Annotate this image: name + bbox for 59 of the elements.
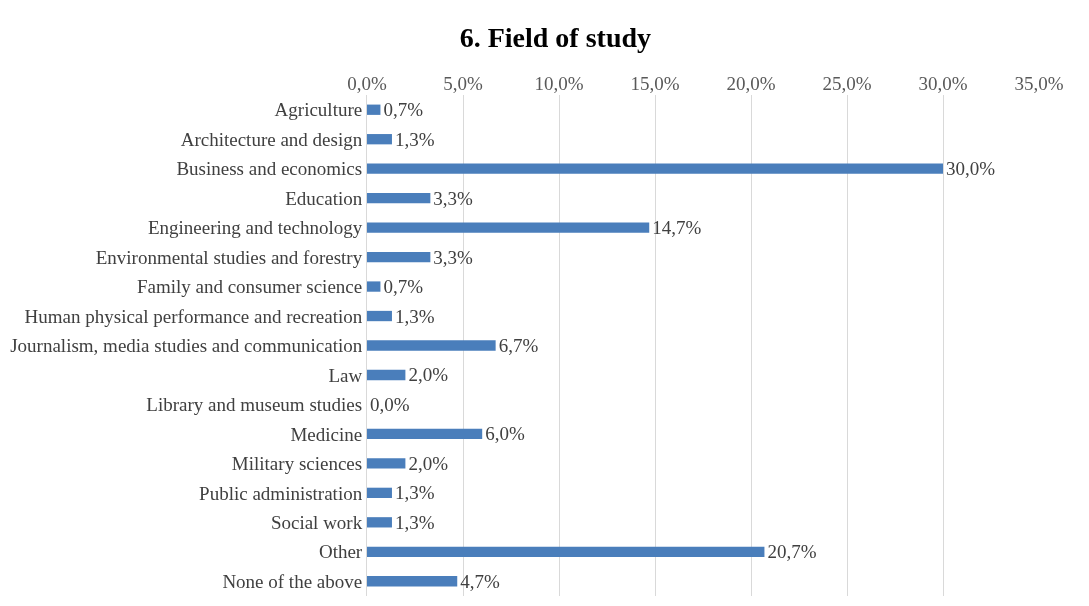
bar [367, 458, 406, 469]
data-label: 0,7% [383, 99, 424, 121]
x-tick-label: 15,0% [630, 73, 680, 95]
data-label: 1,3% [394, 511, 435, 533]
bar [367, 487, 392, 499]
y-tick-label: Family and consumer science [136, 276, 363, 298]
y-tick-label: Business and economics [176, 158, 363, 180]
bar [367, 546, 765, 557]
data-label: 2,0% [408, 364, 449, 386]
data-label: 0,0% [370, 393, 410, 415]
bar [367, 310, 392, 322]
x-tick-label: 30,0% [918, 73, 968, 95]
y-tick-label: Social work [270, 511, 363, 533]
bar [367, 192, 431, 204]
data-label: 30,0% [946, 158, 996, 180]
x-tick-label: 20,0% [726, 73, 776, 95]
x-tick-label: 5,0% [443, 73, 483, 95]
y-tick-label: Human physical performance and recreation [24, 305, 363, 327]
y-tick-label: Architecture and design [180, 128, 363, 150]
y-tick-label: Engineering and technology [147, 217, 363, 239]
y-tick-label: Agriculture [274, 99, 363, 121]
bar [367, 428, 483, 440]
y-tick-label: Education [285, 187, 363, 209]
data-label: 0,7% [383, 276, 424, 298]
x-tick-label: 0,0% [347, 73, 387, 95]
y-tick-label: Medicine [290, 423, 363, 445]
data-label: 1,3% [394, 305, 435, 327]
data-label: 2,0% [408, 452, 449, 474]
bar [367, 163, 943, 174]
bar [367, 134, 392, 145]
y-tick-label: None of the above [222, 570, 363, 592]
y-tick-label: Library and museum studies [146, 394, 363, 416]
data-label: 4,7% [460, 570, 500, 592]
data-label: 14,7% [652, 217, 702, 239]
bar [367, 340, 496, 351]
bar [367, 517, 392, 528]
data-label: 6,7% [498, 335, 539, 356]
x-tick-label: 25,0% [822, 73, 872, 95]
chart-title: 6. Field of study [459, 21, 652, 53]
x-tick-label: 10,0% [534, 73, 584, 95]
data-label: 1,3% [394, 128, 435, 150]
bar [367, 576, 458, 587]
y-tick-label: Law [328, 364, 363, 386]
y-tick-label: Journalism, media studies and communication [10, 335, 363, 357]
bar [367, 281, 381, 292]
y-tick-label: Public administration [199, 482, 363, 504]
bar [367, 222, 650, 233]
bar [367, 369, 406, 381]
y-tick-label: Military sciences [231, 453, 363, 475]
data-label: 3,3% [433, 187, 474, 209]
y-tick-label: Environmental studies and forestry [95, 246, 363, 268]
y-tick-label: Other [318, 541, 363, 563]
data-label: 1,3% [394, 482, 435, 504]
bar [367, 251, 431, 263]
x-tick-label: 35,0% [1014, 73, 1064, 95]
bar [367, 104, 381, 115]
data-label: 6,0% [485, 423, 525, 445]
data-label: 20,7% [767, 541, 817, 563]
data-label: 3,3% [433, 246, 474, 268]
